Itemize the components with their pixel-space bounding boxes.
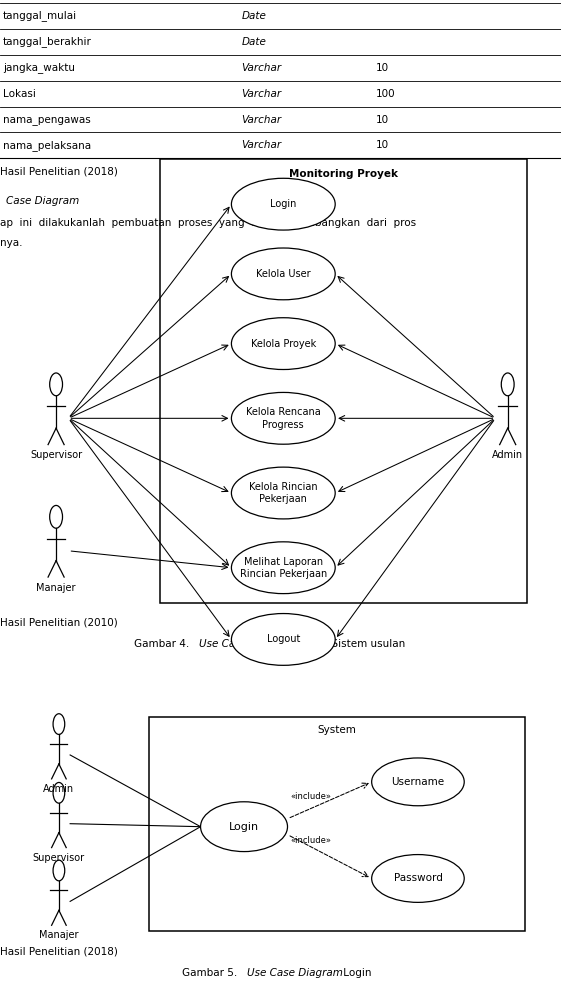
Text: nya.: nya. <box>0 238 22 248</box>
Text: nama_pelaksana: nama_pelaksana <box>3 140 91 150</box>
Text: Login: Login <box>229 822 259 832</box>
Text: Kelola Rencana
Progress: Kelola Rencana Progress <box>246 407 321 429</box>
Text: Case Diagram: Case Diagram <box>6 196 79 206</box>
Text: ap  ini  dilakukanlah  pembuatan  proses  yang  akan  dikembangkan  dari  pros: ap ini dilakukanlah pembuatan proses yan… <box>0 218 416 228</box>
Text: Username: Username <box>392 777 444 787</box>
Text: Melihat Laporan
Rincian Pekerjaan: Melihat Laporan Rincian Pekerjaan <box>240 557 327 579</box>
Text: tanggal_berakhir: tanggal_berakhir <box>3 37 91 47</box>
Ellipse shape <box>232 542 335 594</box>
Ellipse shape <box>232 248 335 300</box>
Text: Hasil Penelitian (2018): Hasil Penelitian (2018) <box>0 946 118 956</box>
Text: 10: 10 <box>376 140 389 150</box>
Text: 10: 10 <box>376 63 389 73</box>
Text: Varchar: Varchar <box>241 140 282 150</box>
Text: Supervisor: Supervisor <box>30 450 82 460</box>
Text: Use Case Diagram: Use Case Diagram <box>247 968 343 978</box>
Text: Admin: Admin <box>43 784 75 794</box>
Ellipse shape <box>232 392 335 444</box>
Ellipse shape <box>232 178 335 230</box>
Text: Varchar: Varchar <box>241 89 282 99</box>
Text: «include»: «include» <box>290 836 331 846</box>
Text: Varchar: Varchar <box>241 63 282 73</box>
Ellipse shape <box>232 614 335 665</box>
Text: Date: Date <box>241 37 266 47</box>
Text: System: System <box>317 725 356 735</box>
Text: Lokasi: Lokasi <box>3 89 36 99</box>
Text: 100: 100 <box>376 89 396 99</box>
Text: Kelola Proyek: Kelola Proyek <box>251 339 316 349</box>
Text: Kelola User: Kelola User <box>256 269 311 279</box>
Text: Monitoring Proyek: Monitoring Proyek <box>289 169 398 179</box>
Text: Password: Password <box>393 873 443 883</box>
Text: Use Case Diagram: Use Case Diagram <box>199 639 295 649</box>
Text: tanggal_mulai: tanggal_mulai <box>3 11 77 21</box>
FancyBboxPatch shape <box>160 159 527 603</box>
Text: Supervisor: Supervisor <box>33 853 85 863</box>
Text: Manajer: Manajer <box>39 930 79 940</box>
Text: jangka_waktu: jangka_waktu <box>3 63 75 73</box>
Text: «include»: «include» <box>290 792 331 802</box>
Text: Login: Login <box>270 199 297 209</box>
Ellipse shape <box>371 758 464 806</box>
Text: nama_pengawas: nama_pengawas <box>3 115 90 124</box>
FancyBboxPatch shape <box>149 717 525 931</box>
Text: Hasil Penelitian (2010): Hasil Penelitian (2010) <box>0 618 118 627</box>
Text: 10: 10 <box>376 115 389 124</box>
Text: Login: Login <box>340 968 371 978</box>
Text: Proses Sistem usulan: Proses Sistem usulan <box>292 639 406 649</box>
Text: Hasil Penelitian (2018): Hasil Penelitian (2018) <box>0 166 118 176</box>
Text: Gambar 4.: Gambar 4. <box>134 639 192 649</box>
Text: Varchar: Varchar <box>241 115 282 124</box>
Ellipse shape <box>371 855 464 902</box>
Text: Logout: Logout <box>266 634 300 644</box>
Ellipse shape <box>232 318 335 370</box>
Text: Kelola Rincian
Pekerjaan: Kelola Rincian Pekerjaan <box>249 482 318 504</box>
Ellipse shape <box>232 467 335 519</box>
Ellipse shape <box>201 802 287 852</box>
Text: Date: Date <box>241 11 266 21</box>
Text: Admin: Admin <box>492 450 523 460</box>
Text: Gambar 5.: Gambar 5. <box>182 968 241 978</box>
Text: Manajer: Manajer <box>36 583 76 593</box>
